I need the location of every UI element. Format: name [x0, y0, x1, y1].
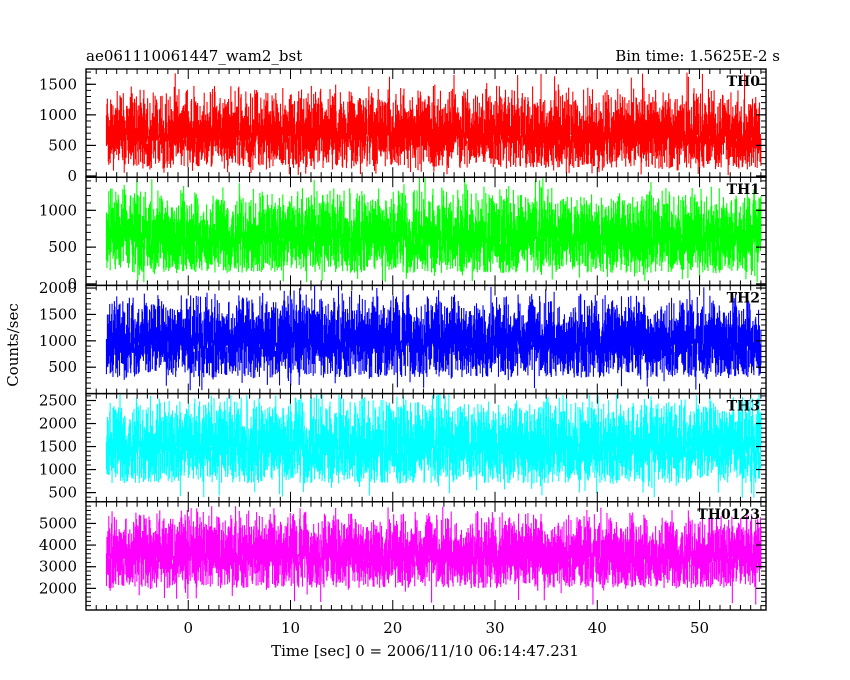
y-tick-label: 0: [67, 275, 77, 293]
panel-label: TH1: [727, 182, 760, 198]
y-tick-label: 2000: [39, 415, 77, 433]
signal-trace-th0123: [105, 506, 762, 605]
y-tick-label: 1500: [39, 75, 77, 93]
panel-th3: 500 1000 1500 2000 2500 TH3: [39, 392, 767, 503]
y-tick-label: 1000: [39, 332, 77, 350]
y-tick-label: 2500: [39, 392, 77, 410]
x-tick-label: 30: [485, 619, 504, 637]
y-tick-label: 4000: [39, 536, 77, 554]
y-tick-label: 500: [48, 484, 77, 502]
panel-th1: 0 500 1000 TH1: [39, 176, 767, 293]
panel-frame: [85, 501, 767, 611]
signal-trace-th1: [105, 177, 762, 283]
y-tick-label: 500: [48, 136, 77, 154]
y-tick-label: 3000: [39, 558, 77, 576]
x-tick-label: 0: [183, 619, 193, 637]
signal-trace-th3: [105, 393, 762, 498]
x-tick-labels: 0 10 20 30 40 50: [183, 619, 709, 637]
chart-title-right: Bin time: 1.5625E-2 s: [615, 47, 780, 65]
x-axis-label: Time [sec] 0 = 2006/11/10 06:14:47.231: [271, 642, 579, 660]
panel-label: TH0123: [697, 507, 760, 523]
panel-label: TH3: [727, 399, 760, 415]
panel-th2: 500 1000 1500 2000 TH2: [39, 279, 767, 395]
panel-label: TH2: [727, 290, 760, 306]
y-tick-label: 0: [67, 167, 77, 185]
signal-trace-th0: [105, 72, 762, 175]
y-tick-label: 500: [48, 238, 77, 256]
panel-label: TH0: [727, 74, 761, 90]
y-tick-label: 500: [48, 358, 77, 376]
y-tick-label: 2000: [39, 279, 77, 297]
panel-th0123: 2000 3000 4000 5000 TH0123: [39, 501, 767, 611]
signal-trace-th2: [105, 285, 762, 391]
x-tick-label: 50: [690, 619, 709, 637]
chart-title-left: ae061110061447_wam2_bst: [86, 47, 302, 65]
y-tick-label: 1000: [39, 106, 77, 124]
y-tick-label: 5000: [39, 514, 77, 532]
panels-group: 0 500 1000 1500 TH0 0 500 1000 TH1 500 1000 1500 200…: [39, 68, 767, 611]
x-tick-label: 20: [383, 619, 402, 637]
y-tick-label: 2000: [39, 579, 77, 597]
y-tick-label: 1000: [39, 461, 77, 479]
x-tick-label: 40: [588, 619, 607, 637]
y-tick-label: 1000: [39, 201, 77, 219]
x-tick-label: 10: [281, 619, 300, 637]
panel-th0: 0 500 1000 1500 TH0: [39, 68, 767, 185]
y-tick-label: 1500: [39, 438, 77, 456]
y-axis-label: Counts/sec: [4, 303, 22, 387]
y-tick-label: 1500: [39, 305, 77, 323]
